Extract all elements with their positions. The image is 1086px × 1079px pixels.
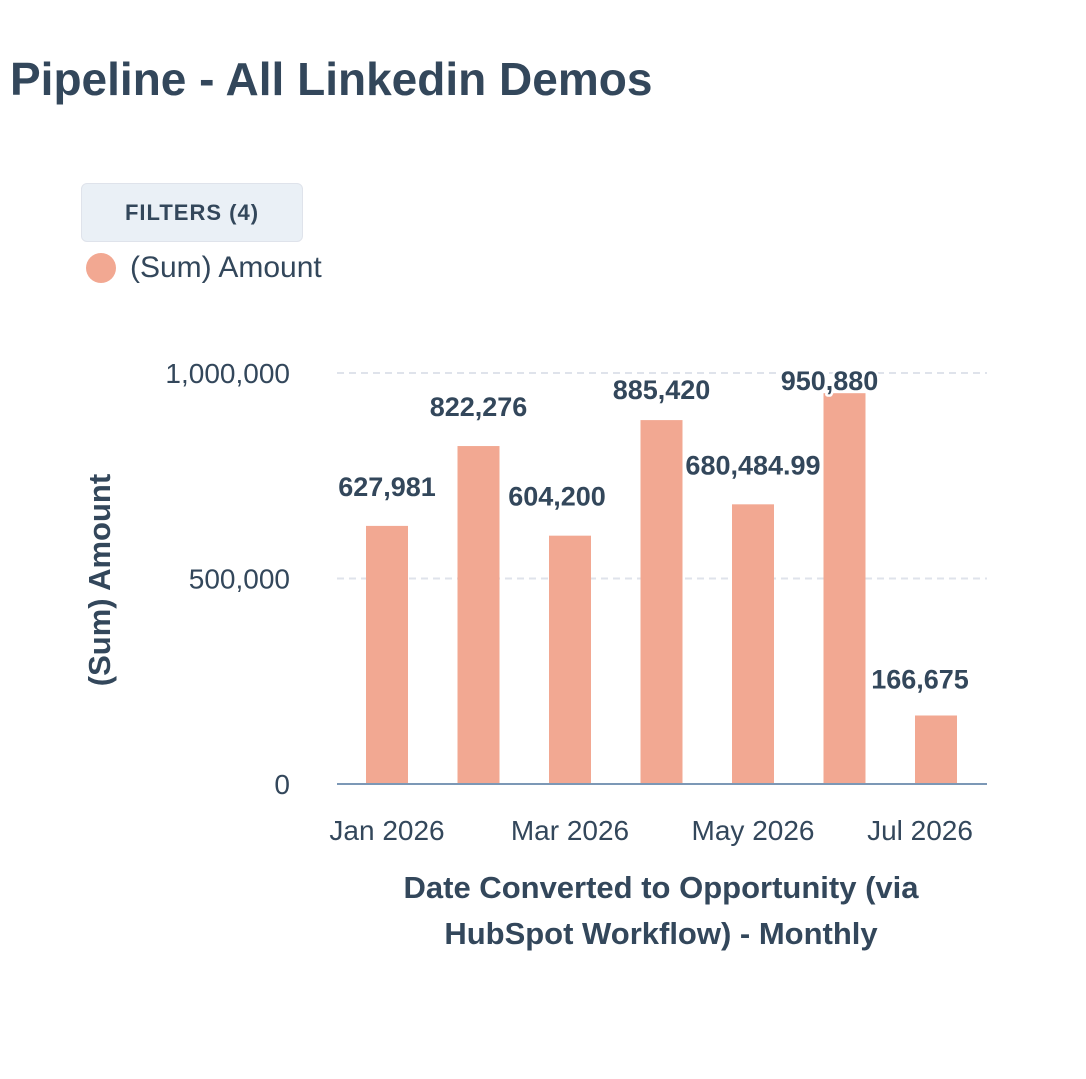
x-axis-title: Date Converted to Opportunity (via xyxy=(404,870,920,905)
filters-button[interactable]: FILTERS (4) xyxy=(81,183,303,242)
data-label: 822,276 xyxy=(430,392,528,422)
legend-swatch xyxy=(86,253,116,283)
y-tick-label: 0 xyxy=(274,769,290,800)
x-tick-label: Jul 2026 xyxy=(867,815,973,846)
bar xyxy=(366,525,408,784)
y-tick-label: 1,000,000 xyxy=(165,358,290,389)
x-tick-label: Jan 2026 xyxy=(329,815,444,846)
bar xyxy=(915,715,957,784)
y-axis-title: (Sum) Amount xyxy=(82,474,117,686)
data-label: 166,675 xyxy=(871,664,969,694)
y-tick-label: 500,000 xyxy=(189,564,290,595)
x-axis-title: HubSpot Workflow) - Monthly xyxy=(444,916,878,951)
data-label: 680,484.99 xyxy=(685,450,820,480)
chart-title: Pipeline - All Linkedin Demos xyxy=(10,53,653,105)
bar xyxy=(732,504,774,784)
data-label: 604,200 xyxy=(508,482,606,512)
bar xyxy=(549,535,591,784)
legend-label: (Sum) Amount xyxy=(130,251,322,284)
x-tick-label: Mar 2026 xyxy=(511,815,629,846)
bar xyxy=(823,393,866,784)
bar xyxy=(640,420,683,784)
bar xyxy=(457,446,500,784)
chart-legend[interactable]: (Sum) Amount xyxy=(86,248,322,288)
x-tick-label: May 2026 xyxy=(692,815,815,846)
data-label: 950,880 xyxy=(781,366,879,396)
data-label: 885,420 xyxy=(613,375,711,405)
data-label: 627,981 xyxy=(338,472,436,502)
